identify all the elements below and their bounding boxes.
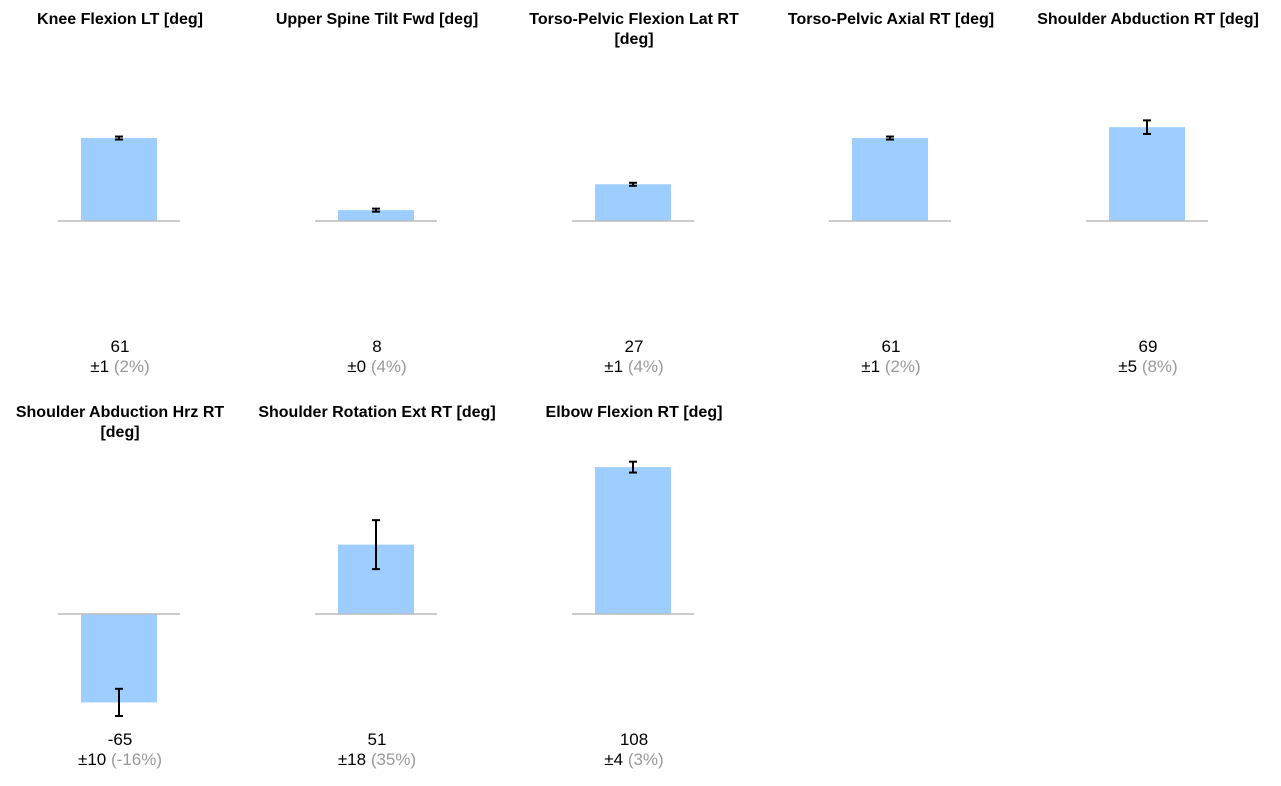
chart-plot [572, 460, 694, 615]
chart-plot [572, 181, 694, 222]
value-label: -65 [107, 730, 133, 749]
sd-label: ±1 [604, 357, 624, 376]
sd-label: ±18 [337, 750, 367, 769]
cv-label: (4%) [370, 357, 407, 376]
value-label: 8 [372, 337, 382, 356]
chart-plot [315, 207, 437, 222]
sd-cv-label: ±18 (35%) [257, 750, 497, 770]
cv-label: (3%) [627, 750, 664, 769]
chart-title: Upper Spine Tilt Fwd [deg] [275, 11, 479, 28]
sd-label: ±5 [1118, 357, 1138, 376]
chart-panel-knee-flexion-lt: Knee Flexion LT [deg] 61 ±1 (2%) [0, 0, 240, 393]
value-label: 27 [624, 337, 644, 356]
sd-cv-label: ±5 (8%) [1028, 357, 1268, 377]
bar [81, 138, 157, 221]
cv-label: (2%) [884, 357, 921, 376]
sd-cv-label: ±1 (4%) [514, 357, 754, 377]
chart-panel-shoulder-rotation-ext-rt: Shoulder Rotation Ext RT [deg] 51 ±18 (3… [257, 393, 497, 786]
value-label: 69 [1138, 337, 1158, 356]
chart-title: Torso-Pelvic Axial RT [deg] [787, 11, 995, 28]
chart-panel-shoulder-abduction-rt: Shoulder Abduction RT [deg] 69 ±5 (8%) [1028, 0, 1268, 393]
chart-panel-torso-pelvic-flexion-lat-rt: Torso-Pelvic Flexion Lat RT [deg] 27 ±1 … [514, 0, 754, 393]
chart-title: Shoulder Abduction RT [deg] [1037, 11, 1259, 28]
value-label: 61 [881, 337, 901, 356]
sd-cv-label: ±10 (-16%) [0, 750, 240, 770]
chart-panel-torso-pelvic-axial-rt: Torso-Pelvic Axial RT [deg] 61 ±1 (2%) [771, 0, 1011, 393]
sd-label: ±0 [347, 357, 367, 376]
bar [852, 138, 928, 221]
value-label: 51 [367, 730, 387, 749]
cv-label: (35%) [370, 750, 417, 769]
bar [595, 184, 671, 221]
sd-cv-label: ±1 (2%) [0, 357, 240, 377]
cv-label: (8%) [1141, 357, 1178, 376]
chart-panel-upper-spine-tilt-fwd: Upper Spine Tilt Fwd [deg] 8 ±0 (4%) [257, 0, 497, 393]
bar [1109, 127, 1185, 221]
sd-cv-label: ±0 (4%) [257, 357, 497, 377]
cv-label: (2%) [113, 357, 150, 376]
chart-title: Shoulder Rotation Ext RT [deg] [258, 404, 496, 421]
cv-label: (4%) [627, 357, 664, 376]
value-label: 108 [619, 730, 649, 749]
chart-panel-shoulder-abduction-hrz-rt: Shoulder Abduction Hrz RT [deg] -65 ±10 … [0, 393, 240, 786]
chart-title: Knee Flexion LT [deg] [37, 11, 203, 28]
chart-plot [58, 135, 180, 222]
sd-label: ±1 [90, 357, 110, 376]
chart-plot [1086, 119, 1208, 222]
sd-label: ±4 [604, 750, 624, 769]
sd-label: ±1 [861, 357, 881, 376]
sd-cv-label: ±4 (3%) [514, 750, 754, 770]
bar [595, 467, 671, 614]
chart-panel-elbow-flexion-rt: Elbow Flexion RT [deg] 108 ±4 (3%) [514, 393, 754, 786]
chart-title: Torso-Pelvic Flexion Lat RT [deg] [529, 11, 739, 48]
value-label: 61 [110, 337, 130, 356]
sd-cv-label: ±1 (2%) [771, 357, 1011, 377]
chart-title: Shoulder Abduction Hrz RT [deg] [15, 404, 225, 441]
chart-title: Elbow Flexion RT [deg] [545, 404, 723, 421]
bar [81, 614, 157, 703]
chart-plot [315, 519, 437, 615]
chart-plot [829, 135, 951, 222]
sd-label: ±10 [78, 750, 107, 769]
bar [338, 210, 414, 221]
chart-plot [58, 613, 180, 717]
cv-label: (-16%) [110, 750, 162, 769]
